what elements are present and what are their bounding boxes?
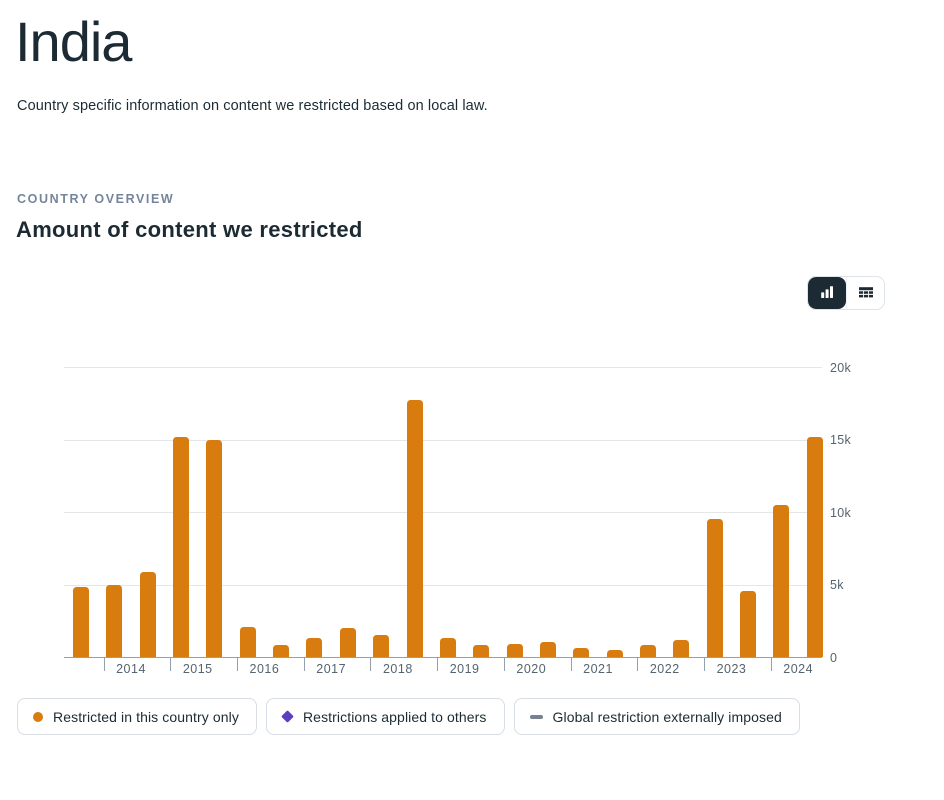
x-axis-tick xyxy=(503,657,505,671)
bar-2013-h2[interactable] xyxy=(73,587,89,657)
bar-2016-h2[interactable] xyxy=(273,645,290,657)
bar-2018-h2[interactable] xyxy=(406,400,423,657)
bar-2023-h2[interactable] xyxy=(740,591,756,657)
chart-plot: 20k 15k 10k 5k 0 2014 2015 2016 2017 2018 2019 2020… xyxy=(0,350,944,690)
y-axis-tick-label: 15k xyxy=(830,433,852,447)
x-axis-tick xyxy=(437,657,439,671)
bar-2022-h1[interactable] xyxy=(639,645,656,657)
bar-2014-h1[interactable] xyxy=(106,584,123,657)
x-axis-tick xyxy=(637,657,639,671)
page-subtitle: Country specific information on content … xyxy=(17,98,488,114)
y-axis-tick-label: 20k xyxy=(830,360,852,375)
legend-label: Global restriction externally imposed xyxy=(552,708,782,725)
x-axis-year-label: 2020 xyxy=(516,662,547,676)
x-axis-tick xyxy=(570,657,572,671)
chart-view-button[interactable] xyxy=(808,277,846,309)
bar-2015-h2[interactable] xyxy=(206,440,223,657)
bar-2023-h1[interactable] xyxy=(706,519,723,657)
x-axis-tick xyxy=(103,657,105,671)
bar-2018-h1[interactable] xyxy=(373,634,390,657)
gridline xyxy=(64,512,822,513)
bar-2020-h1[interactable] xyxy=(506,643,523,657)
table-icon xyxy=(858,284,874,303)
bar-2014-h2[interactable] xyxy=(139,572,156,657)
x-axis-year-label: 2014 xyxy=(116,662,146,676)
x-axis-tick xyxy=(370,657,372,671)
bar-2019-h2[interactable] xyxy=(473,644,490,657)
x-axis-tick xyxy=(236,657,238,671)
gridline xyxy=(64,367,822,368)
section-heading: Amount of content we restricted xyxy=(16,217,363,242)
x-axis-tick xyxy=(703,657,705,671)
bar-2022-h2[interactable] xyxy=(673,640,690,657)
x-axis-year-label: 2021 xyxy=(583,662,613,676)
x-axis-year-label: 2018 xyxy=(382,662,413,676)
x-axis-year-label: 2022 xyxy=(649,662,680,676)
x-axis-tick xyxy=(303,657,305,671)
x-axis-line xyxy=(64,657,822,658)
legend-item-applied-to-others[interactable]: Restrictions applied to others xyxy=(265,698,505,735)
bar-2019-h1[interactable] xyxy=(439,638,456,657)
bar-2021-h2[interactable] xyxy=(606,650,623,657)
x-axis-year-label: 2015 xyxy=(182,662,213,676)
x-axis-year-label: 2016 xyxy=(249,662,280,676)
bar-2017-h2[interactable] xyxy=(339,628,356,657)
table-view-button[interactable] xyxy=(846,277,884,309)
x-axis-year-label: 2019 xyxy=(449,662,480,676)
dash-icon xyxy=(529,714,543,719)
page-title: India xyxy=(15,10,132,73)
x-axis-tick xyxy=(170,657,172,671)
bar-2016-h1[interactable] xyxy=(239,626,256,657)
dot-icon xyxy=(33,711,43,722)
gridline xyxy=(64,439,822,441)
x-axis-year-label: 2024 xyxy=(783,662,814,676)
bar-2020-h2[interactable] xyxy=(539,641,556,657)
bar-2015-h1[interactable] xyxy=(173,437,190,657)
diamond-icon xyxy=(281,710,294,723)
y-axis-tick-label: 0 xyxy=(830,650,838,665)
bar-2017-h1[interactable] xyxy=(306,638,323,657)
y-axis-tick-label: 5k xyxy=(830,578,844,592)
bar-chart-icon xyxy=(819,284,835,303)
legend-label: Restrictions applied to others xyxy=(302,708,487,725)
x-axis-year-label: 2017 xyxy=(316,662,347,676)
x-axis-tick xyxy=(770,657,772,671)
section-eyebrow: COUNTRY OVERVIEW xyxy=(17,192,175,206)
gridline xyxy=(64,584,822,586)
chart-legend: Restricted in this country only Restrict… xyxy=(17,698,800,735)
bar-2021-h1[interactable] xyxy=(573,648,590,657)
legend-item-global-restriction[interactable]: Global restriction externally imposed xyxy=(513,698,800,735)
x-axis-year-label: 2023 xyxy=(716,662,747,676)
legend-item-country-only[interactable]: Restricted in this country only xyxy=(17,698,257,735)
bar-2024-h2[interactable] xyxy=(806,436,823,657)
legend-label: Restricted in this country only xyxy=(53,708,239,725)
view-toggle xyxy=(807,276,885,310)
y-axis-tick-label: 10k xyxy=(830,505,852,520)
bar-2024-h1[interactable] xyxy=(773,505,790,657)
